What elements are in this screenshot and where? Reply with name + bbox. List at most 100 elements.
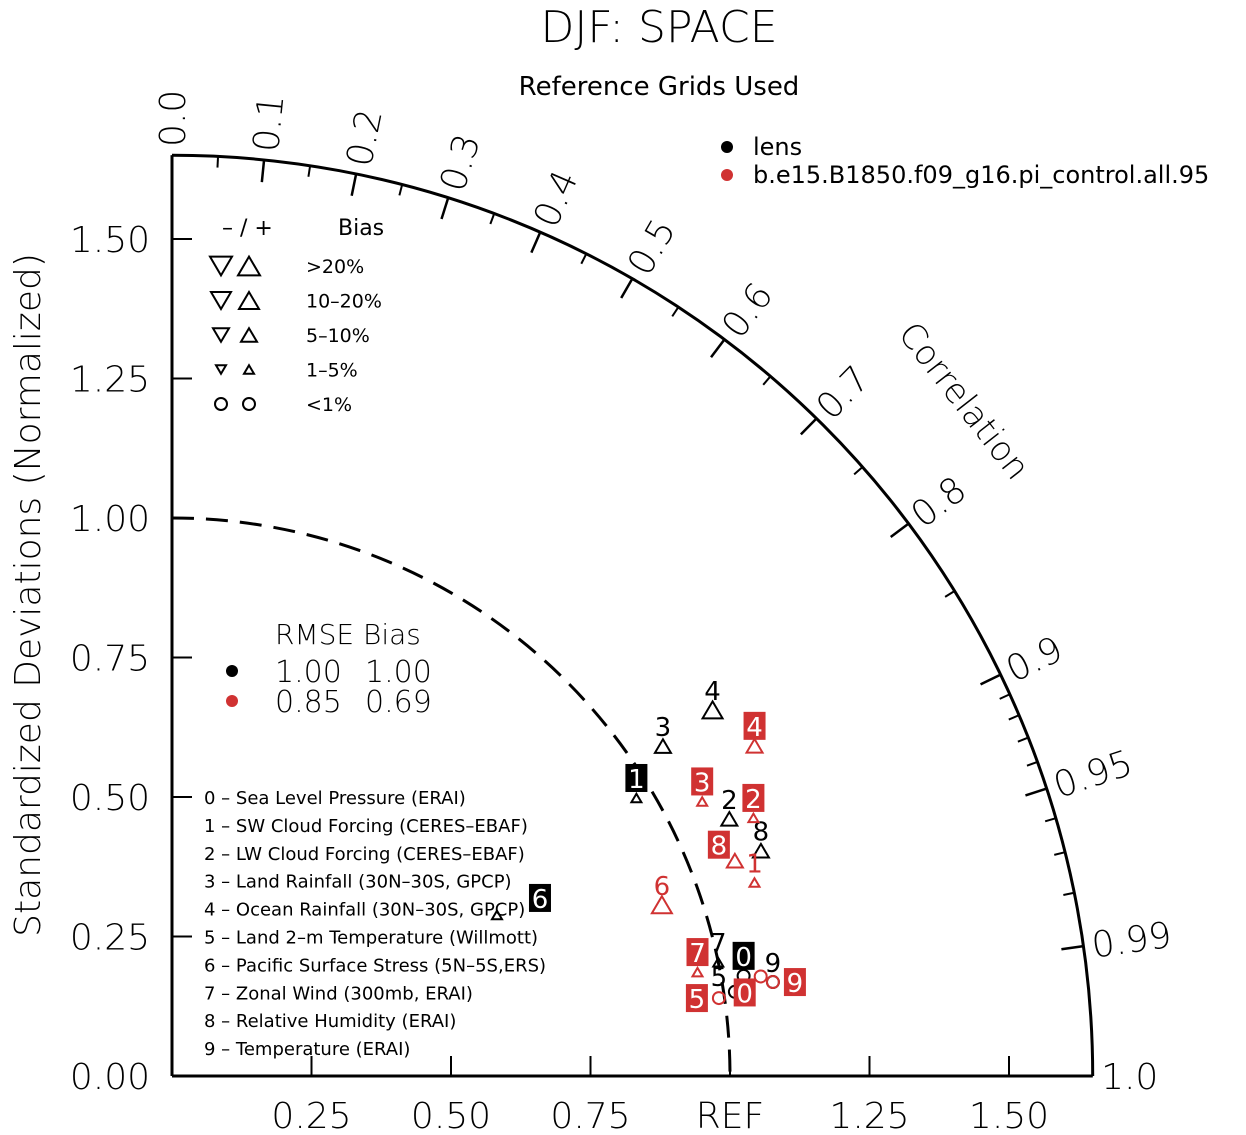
data-point: 8 (707, 830, 745, 869)
point-label-group: 7 (686, 938, 709, 969)
variable-legend-item: 6 – Pacific Surface Stress (5N–5S,ERS) (204, 955, 546, 976)
correlation-tick-label: 0.5 (620, 212, 684, 282)
correlation-tick-label: 0.8 (904, 469, 974, 536)
point-marker (753, 969, 768, 984)
point-label-group: 3 (655, 713, 672, 743)
data-point: 3 (653, 713, 673, 754)
data-point: 1 (625, 763, 648, 804)
correlation-tick (440, 197, 450, 220)
point-label: 8 (753, 818, 770, 848)
point-label-group: 8 (753, 818, 770, 848)
correlation-minor-tick (671, 306, 680, 317)
point-label: 1 (628, 765, 645, 795)
correlation-tick-label: 0.7 (809, 358, 878, 428)
point-label-box (625, 763, 648, 792)
correlation-minor-tick (1044, 817, 1057, 823)
y-tick-label: 1.50 (70, 220, 150, 261)
correlation-minor-tick (944, 590, 956, 598)
correlation-label: Correlation (890, 315, 1037, 488)
point-label: 2 (721, 786, 738, 816)
point-marker (744, 737, 765, 754)
point-label-box (783, 968, 806, 997)
up-triangle-icon (236, 254, 262, 277)
point-marker (690, 965, 705, 978)
legend-marker (721, 141, 733, 153)
point-label: 4 (746, 713, 763, 743)
correlation-tick-label: 1.0 (1101, 1057, 1158, 1098)
correlation-tick-label: 0.99 (1089, 915, 1174, 967)
point-label-group: 5 (711, 963, 728, 993)
chart-title: DJF: SPACE (540, 2, 777, 53)
point-label-box (528, 883, 551, 912)
rmse-legend-marker (226, 695, 238, 707)
point-label: 7 (710, 929, 727, 959)
point-label: 3 (655, 713, 672, 743)
rmse-legend-marker (226, 665, 238, 677)
correlation-tick (799, 417, 818, 436)
correlation-tick-label: 0.9 (1000, 629, 1069, 691)
bias-legend-header: Bias (338, 216, 384, 241)
correlation-minor-tick (1026, 760, 1038, 767)
point-marker (719, 810, 740, 827)
x-tick-label: 0.50 (411, 1096, 491, 1135)
y-tick-label: 0.50 (70, 778, 150, 819)
correlation-tick (350, 173, 358, 197)
data-point: 3 (691, 767, 714, 807)
correlation-tick-label: 0.2 (339, 106, 391, 170)
variable-legend-item: 5 – Land 2–m Temperature (Willmott) (204, 928, 538, 949)
point-label-group: 5 (685, 984, 708, 1015)
correlation-tick (530, 231, 542, 254)
correlation-minor-tick (398, 184, 404, 196)
point-marker (490, 908, 504, 921)
correlation-minor-tick (762, 375, 772, 386)
point-label-group: 3 (691, 767, 714, 798)
variable-legend-item: 1 – SW Cloud Forcing (CERES–EBAF) (204, 816, 528, 837)
down-triangle-icon (209, 291, 233, 311)
point-marker (695, 795, 709, 807)
data-point: 0 (732, 941, 755, 983)
point-label-group: 6 (528, 883, 551, 915)
point-label-box (685, 984, 708, 1013)
bias-value: 1.00 (365, 655, 432, 690)
point-label-group: 9 (765, 949, 782, 979)
y-tick-label: 0.25 (70, 918, 150, 959)
correlation-minor-tick (999, 693, 1011, 700)
correlation-minor-tick (1063, 891, 1075, 896)
point-label-group: 1 (746, 849, 763, 879)
correlation-tick-label: 0.95 (1049, 743, 1138, 807)
point-marker (711, 956, 726, 968)
bias-value: 0.69 (365, 685, 432, 720)
point-marker (751, 841, 771, 859)
x-tick-label: 1.50 (969, 1096, 1049, 1135)
correlation-tick (1061, 944, 1084, 951)
point-label-box (732, 941, 755, 970)
point-label: 3 (694, 768, 711, 798)
circle-icon (242, 397, 256, 411)
data-point: 2 (719, 786, 740, 827)
bias-legend-row: >20% (306, 256, 364, 278)
legend-entry: b.e15.B1850.f09_g16.pi_control.all.95 (753, 161, 1209, 189)
rmse-value: 1.00 (275, 655, 342, 690)
x-tick-label: 1.25 (829, 1096, 909, 1135)
correlation-minor-tick (853, 466, 864, 476)
point-label-group: 6 (654, 872, 671, 902)
point-label-group: 7 (710, 929, 727, 959)
point-label-group: 2 (742, 783, 765, 815)
point-label: 5 (689, 985, 706, 1015)
rmse-legend-header: RMSE Bias (275, 618, 421, 651)
y-tick-label: 1.00 (70, 499, 150, 540)
variable-legend-item: 0 – Sea Level Pressure (ERAI) (204, 788, 466, 809)
bias-legend-row: <1% (306, 394, 352, 416)
correlation-minor-tick (489, 213, 496, 225)
point-label: 2 (745, 785, 762, 815)
chart-subtitle: Reference Grids Used (519, 72, 800, 102)
point-label: 1 (746, 849, 763, 879)
correlation-tick-label: 0.1 (246, 93, 293, 154)
data-point: 0 (733, 969, 768, 1009)
correlation-tick (710, 338, 726, 359)
correlation-arc (171, 153, 1095, 1077)
variable-legend-item: 9 – Temperature (ERAI) (204, 1039, 410, 1060)
down-triangle-icon (214, 364, 228, 376)
data-point: 8 (751, 818, 771, 859)
